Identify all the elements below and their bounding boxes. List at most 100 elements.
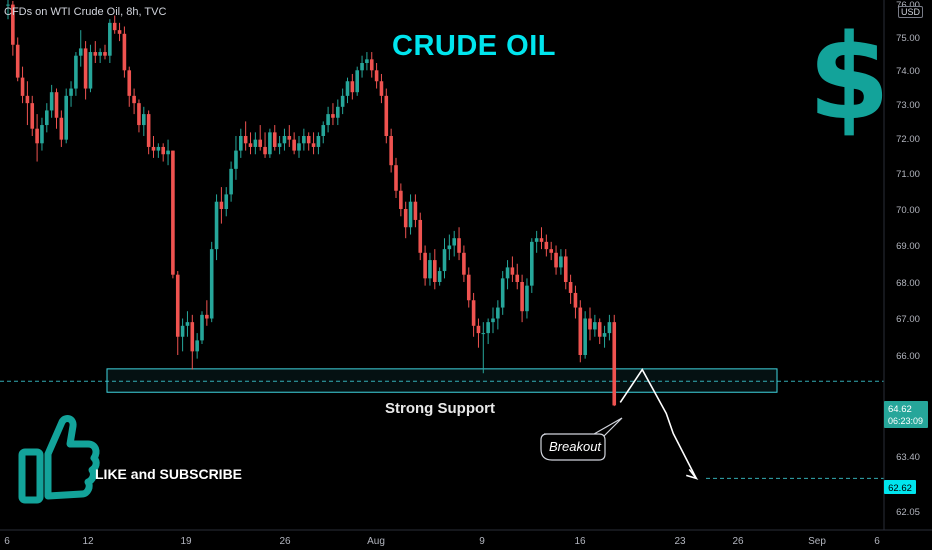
candle-body	[146, 114, 151, 147]
candle-body	[209, 249, 214, 319]
candle-body	[35, 128, 39, 144]
candle-body	[413, 201, 418, 220]
candle-body	[142, 114, 146, 126]
candle-body	[350, 81, 355, 93]
candle-body	[515, 274, 520, 282]
candle-body	[384, 95, 389, 136]
candle-body	[253, 139, 258, 147]
x-tick-label: 6	[4, 536, 10, 547]
candle-body	[447, 245, 452, 250]
y-tick-label: 63.40	[896, 452, 920, 463]
currency-badge[interactable]: USD	[898, 6, 924, 18]
candle-body	[588, 318, 592, 330]
candle-body	[239, 136, 243, 151]
breakout-callout	[540, 417, 623, 461]
candle-body	[433, 260, 437, 282]
candle-body	[93, 52, 98, 56]
x-tick-label: Sep	[808, 536, 826, 547]
candle-body	[583, 318, 587, 355]
candle-body	[205, 314, 209, 319]
candle-body	[481, 333, 486, 335]
candle-body	[195, 340, 199, 352]
candle-body	[360, 63, 364, 71]
candle-body	[306, 136, 311, 144]
x-tick-label: 16	[574, 536, 586, 547]
y-tick-label: 66.00	[896, 351, 920, 362]
symbol-line: CFDs on WTI Crude Oil, 8h, TVC	[4, 6, 167, 18]
support-zone-label: Strong Support	[385, 400, 495, 417]
candle-body	[98, 52, 102, 56]
candle-body	[428, 260, 432, 279]
candle-body	[49, 92, 54, 111]
candle-body	[40, 125, 44, 144]
candle-body	[399, 190, 403, 209]
candle-body	[190, 322, 195, 352]
candle-body	[597, 322, 602, 337]
candle-body	[214, 201, 219, 250]
candle-body	[137, 103, 141, 126]
candle-body	[302, 136, 306, 144]
y-tick-label: 67.00	[896, 314, 920, 325]
candle-body	[59, 117, 64, 140]
y-tick-label: 71.00	[896, 169, 920, 180]
thumbs-up-icon	[18, 415, 100, 504]
y-tick-label: 72.00	[896, 134, 920, 145]
candle-body	[389, 136, 393, 166]
candle-body	[568, 282, 573, 293]
candle-body	[534, 238, 539, 242]
candle-body	[525, 285, 529, 312]
candle-body	[316, 136, 321, 147]
candle-body	[272, 132, 277, 147]
candle-body	[175, 274, 180, 337]
x-tick-label: Aug	[367, 536, 385, 547]
candle-body	[578, 307, 583, 355]
candle-body	[161, 146, 165, 155]
y-tick-label: 75.00	[896, 33, 920, 44]
candle-body	[185, 322, 190, 326]
candle-body	[156, 146, 161, 151]
candle-body	[292, 139, 296, 151]
candle-body	[234, 150, 238, 169]
y-tick-label: 73.00	[896, 100, 920, 111]
candle-body	[88, 52, 93, 89]
candle-body	[418, 219, 423, 253]
candle-body	[321, 125, 326, 136]
candle-body	[544, 241, 549, 250]
candle-body	[486, 322, 490, 334]
candle-body	[331, 114, 335, 118]
candle-body	[103, 52, 107, 56]
candle-body	[297, 143, 301, 151]
x-tick-label: 9	[479, 536, 485, 547]
target-price-value: 62.62	[888, 483, 912, 494]
candle-body	[403, 209, 408, 228]
candle-body	[83, 48, 88, 89]
candle-body	[282, 136, 287, 144]
candle-body	[462, 252, 466, 275]
candle-body	[423, 252, 427, 279]
y-tick-label: 69.00	[896, 241, 920, 252]
candle-body	[510, 267, 515, 275]
y-tick-label: 74.00	[896, 66, 920, 77]
candle-body	[263, 146, 267, 155]
candle-body	[500, 278, 505, 308]
candle-body	[200, 314, 204, 341]
candle-body	[180, 325, 185, 337]
candle-body	[277, 143, 282, 147]
candle-body	[602, 333, 607, 337]
candle-body	[563, 256, 568, 282]
candle-body	[559, 256, 563, 268]
candle-body	[54, 92, 59, 118]
candle-body	[466, 274, 471, 301]
candle-body	[132, 95, 136, 104]
candle-body	[505, 267, 510, 279]
candle-body	[166, 150, 170, 155]
breakout-label: Breakout	[549, 439, 602, 454]
candle-body	[64, 95, 68, 140]
candle-body	[476, 325, 481, 334]
candle-body	[369, 59, 374, 71]
candle-body	[554, 252, 558, 268]
candle-body	[365, 59, 369, 63]
candle-body	[224, 194, 229, 209]
dollar-icon: $	[808, 8, 891, 146]
